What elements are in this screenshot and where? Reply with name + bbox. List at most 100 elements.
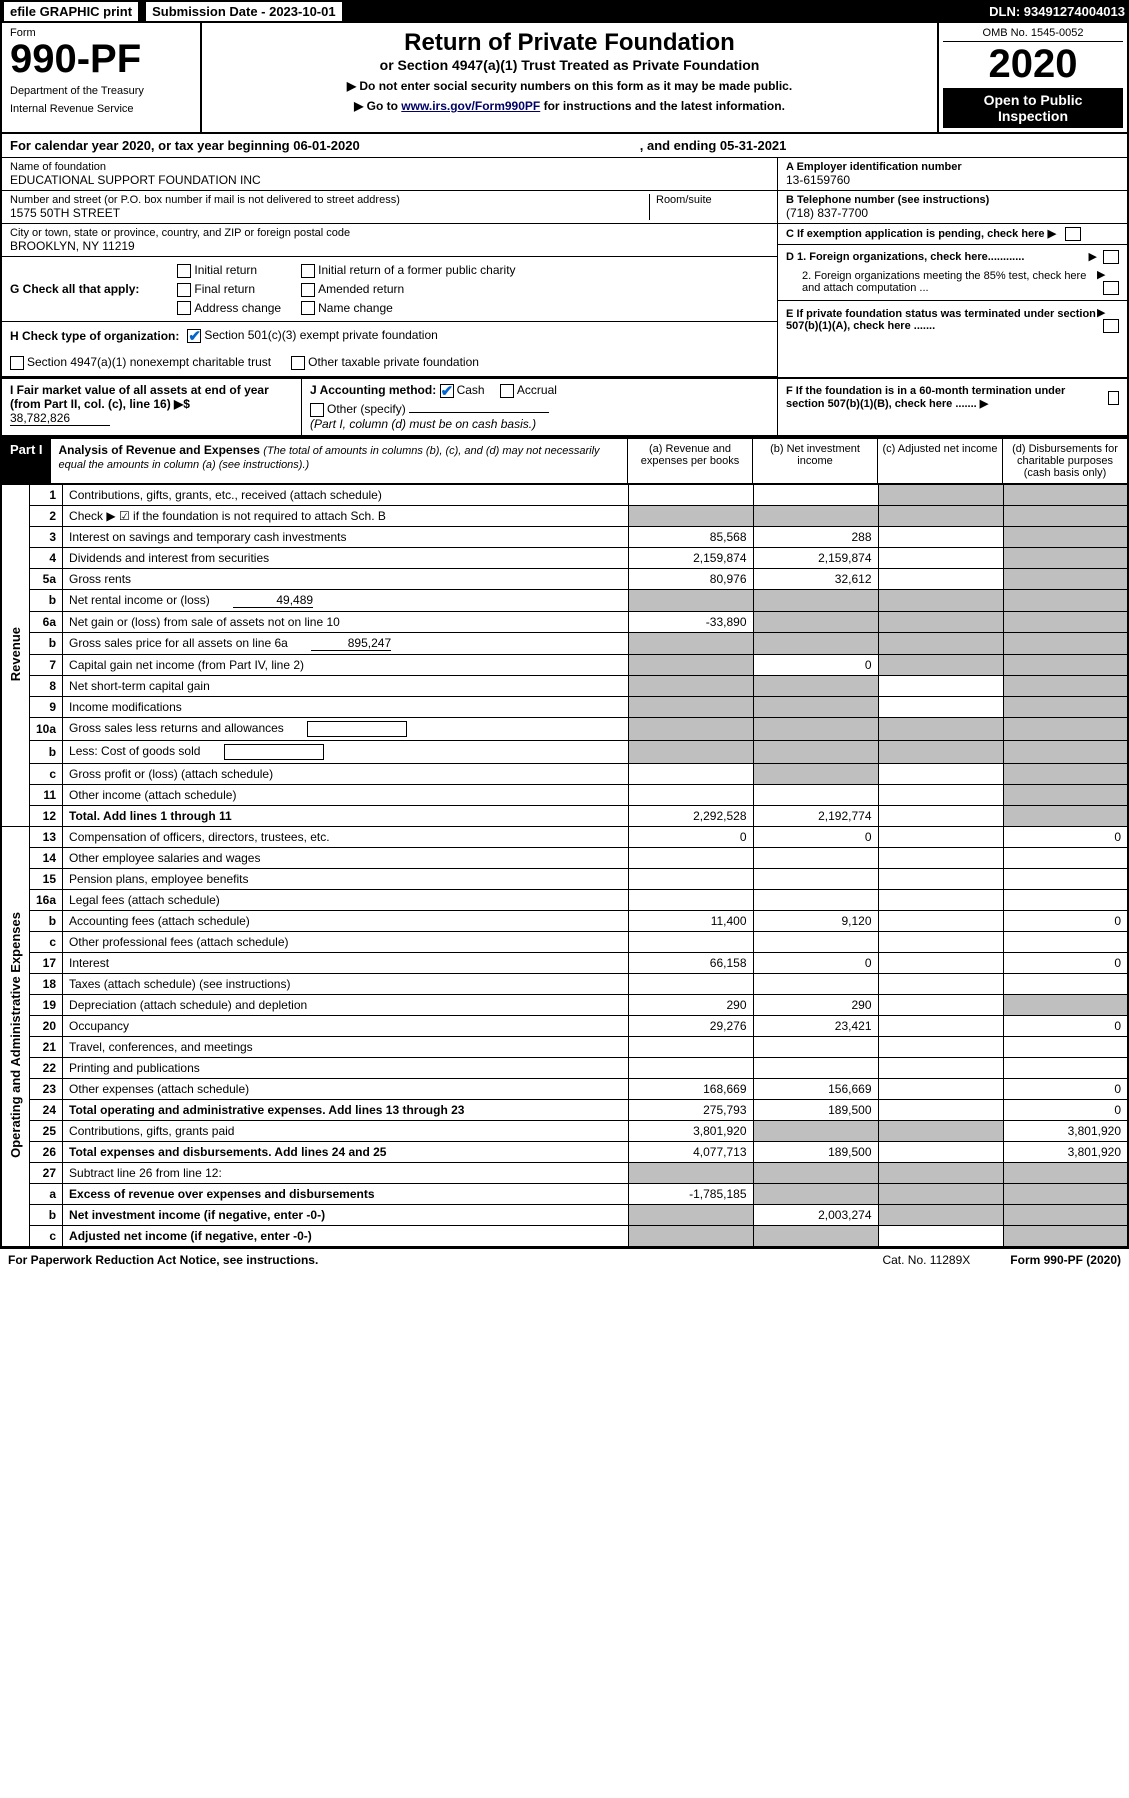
chk-other[interactable] bbox=[310, 403, 324, 417]
chk-address[interactable]: Address change bbox=[177, 301, 281, 316]
chk-other-taxable[interactable]: Other taxable private foundation bbox=[291, 355, 479, 370]
table-row: Operating and Administrative Expenses13C… bbox=[1, 826, 1128, 847]
e-checkbox[interactable] bbox=[1103, 319, 1119, 333]
chk-initial[interactable]: Initial return bbox=[177, 263, 281, 278]
table-row: 22Printing and publications bbox=[1, 1057, 1128, 1078]
chk-initial-former[interactable]: Initial return of a former public charit… bbox=[301, 263, 515, 278]
f-checkbox[interactable] bbox=[1108, 391, 1119, 405]
line-number: 5a bbox=[30, 568, 63, 589]
line-desc: Compensation of officers, directors, tru… bbox=[63, 826, 628, 847]
top-bar: efile GRAPHIC print Submission Date - 20… bbox=[0, 0, 1129, 23]
address-cell: Number and street (or P.O. box number if… bbox=[2, 191, 777, 224]
ein: 13-6159760 bbox=[786, 173, 1119, 187]
line-number: c bbox=[30, 763, 63, 784]
line-number: 2 bbox=[30, 505, 63, 526]
line-desc: Other professional fees (attach schedule… bbox=[63, 931, 628, 952]
line-number: 20 bbox=[30, 1015, 63, 1036]
line-desc: Legal fees (attach schedule) bbox=[63, 889, 628, 910]
table-row: bNet investment income (if negative, ent… bbox=[1, 1204, 1128, 1225]
table-row: cGross profit or (loss) (attach schedule… bbox=[1, 763, 1128, 784]
calendar-end: , and ending 05-31-2021 bbox=[640, 138, 787, 153]
table-row: 23Other expenses (attach schedule)168,66… bbox=[1, 1078, 1128, 1099]
form-ref: Form 990-PF (2020) bbox=[1010, 1253, 1121, 1267]
d2-checkbox[interactable] bbox=[1103, 281, 1119, 295]
table-row: Revenue1Contributions, gifts, grants, et… bbox=[1, 484, 1128, 505]
d1-checkbox[interactable] bbox=[1103, 250, 1119, 264]
j-cell: J Accounting method: Cash Accrual Other … bbox=[302, 379, 777, 435]
line-desc: Pension plans, employee benefits bbox=[63, 868, 628, 889]
line-number: b bbox=[30, 1204, 63, 1225]
table-row: bGross sales price for all assets on lin… bbox=[1, 632, 1128, 654]
chk-amended[interactable]: Amended return bbox=[301, 282, 515, 297]
col-d-header: (d) Disbursements for charitable purpose… bbox=[1002, 439, 1127, 483]
line-desc: Net investment income (if negative, ente… bbox=[63, 1204, 628, 1225]
chk-4947[interactable]: Section 4947(a)(1) nonexempt charitable … bbox=[10, 355, 271, 370]
table-row: 25Contributions, gifts, grants paid3,801… bbox=[1, 1120, 1128, 1141]
table-row: bNet rental income or (loss) 49,489 bbox=[1, 589, 1128, 611]
line-desc: Gross sales less returns and allowances bbox=[63, 717, 628, 740]
j-label: J Accounting method: bbox=[310, 383, 436, 397]
line-desc: Adjusted net income (if negative, enter … bbox=[63, 1225, 628, 1247]
line-number: 10a bbox=[30, 717, 63, 740]
line-number: 24 bbox=[30, 1099, 63, 1120]
line-number: 13 bbox=[30, 826, 63, 847]
table-row: 2Check ▶ ☑ if the foundation is not requ… bbox=[1, 505, 1128, 526]
line-number: 7 bbox=[30, 654, 63, 675]
line-desc: Capital gain net income (from Part IV, l… bbox=[63, 654, 628, 675]
table-row: 20Occupancy29,27623,4210 bbox=[1, 1015, 1128, 1036]
line-number: 1 bbox=[30, 484, 63, 505]
note-goto: ▶ Go to www.irs.gov/Form990PF for instru… bbox=[210, 99, 929, 113]
c-checkbox[interactable] bbox=[1065, 227, 1081, 241]
paperwork-notice: For Paperwork Reduction Act Notice, see … bbox=[8, 1253, 318, 1267]
phone-cell: B Telephone number (see instructions) (7… bbox=[778, 191, 1127, 224]
phone-label: B Telephone number (see instructions) bbox=[786, 194, 1119, 206]
note-ssn: ▶ Do not enter social security numbers o… bbox=[210, 79, 929, 93]
ijf-row: I Fair market value of all assets at end… bbox=[0, 379, 1129, 437]
line-desc: Check ▶ ☑ if the foundation is not requi… bbox=[63, 505, 628, 526]
col-c-header: (c) Adjusted net income bbox=[877, 439, 1002, 483]
line-number: b bbox=[30, 632, 63, 654]
info-block: Name of foundation EDUCATIONAL SUPPORT F… bbox=[0, 158, 1129, 379]
line-desc: Other employee salaries and wages bbox=[63, 847, 628, 868]
street-address: 1575 50TH STREET bbox=[10, 206, 649, 220]
header-right: OMB No. 1545-0052 2020 Open to Public In… bbox=[937, 23, 1127, 132]
h-row: H Check type of organization: Section 50… bbox=[2, 322, 777, 377]
i-label: I Fair market value of all assets at end… bbox=[10, 383, 269, 411]
line-desc: Printing and publications bbox=[63, 1057, 628, 1078]
cat-no: Cat. No. 11289X bbox=[882, 1253, 970, 1267]
room-label: Room/suite bbox=[656, 194, 769, 206]
line-number: b bbox=[30, 589, 63, 611]
addr-label: Number and street (or P.O. box number if… bbox=[10, 194, 649, 206]
table-row: 18Taxes (attach schedule) (see instructi… bbox=[1, 973, 1128, 994]
i-cell: I Fair market value of all assets at end… bbox=[2, 379, 302, 435]
header-left: Form 990-PF Department of the Treasury I… bbox=[2, 23, 202, 132]
chk-name-change[interactable]: Name change bbox=[301, 301, 515, 316]
line-number: 6a bbox=[30, 611, 63, 632]
info-right: A Employer identification number 13-6159… bbox=[777, 158, 1127, 377]
note-goto-pre: ▶ Go to bbox=[354, 99, 401, 113]
line-number: 12 bbox=[30, 805, 63, 826]
line-desc: Gross profit or (loss) (attach schedule) bbox=[63, 763, 628, 784]
line-desc: Contributions, gifts, grants, etc., rece… bbox=[63, 484, 628, 505]
table-row: 27Subtract line 26 from line 12: bbox=[1, 1162, 1128, 1183]
table-row: 8Net short-term capital gain bbox=[1, 675, 1128, 696]
chk-501c3[interactable]: Section 501(c)(3) exempt private foundat… bbox=[187, 328, 437, 343]
line-number: 3 bbox=[30, 526, 63, 547]
chk-final[interactable]: Final return bbox=[177, 282, 281, 297]
line-number: 8 bbox=[30, 675, 63, 696]
line-number: a bbox=[30, 1183, 63, 1204]
form990pf-link[interactable]: www.irs.gov/Form990PF bbox=[401, 99, 540, 113]
info-left: Name of foundation EDUCATIONAL SUPPORT F… bbox=[2, 158, 777, 377]
line-number: 17 bbox=[30, 952, 63, 973]
line-desc: Subtract line 26 from line 12: bbox=[63, 1162, 628, 1183]
part1-table: Revenue1Contributions, gifts, grants, et… bbox=[0, 484, 1129, 1248]
line-number: 4 bbox=[30, 547, 63, 568]
chk-cash[interactable]: Cash bbox=[440, 383, 485, 397]
footer-row: For Paperwork Reduction Act Notice, see … bbox=[0, 1248, 1129, 1271]
chk-accrual[interactable]: Accrual bbox=[500, 383, 557, 397]
part1-title-cell: Analysis of Revenue and Expenses (The to… bbox=[51, 439, 627, 483]
line-number: b bbox=[30, 740, 63, 763]
efile-badge[interactable]: efile GRAPHIC print bbox=[4, 2, 138, 21]
revenue-side-label: Revenue bbox=[1, 484, 30, 826]
c-label: C If exemption application is pending, c… bbox=[786, 228, 1056, 240]
